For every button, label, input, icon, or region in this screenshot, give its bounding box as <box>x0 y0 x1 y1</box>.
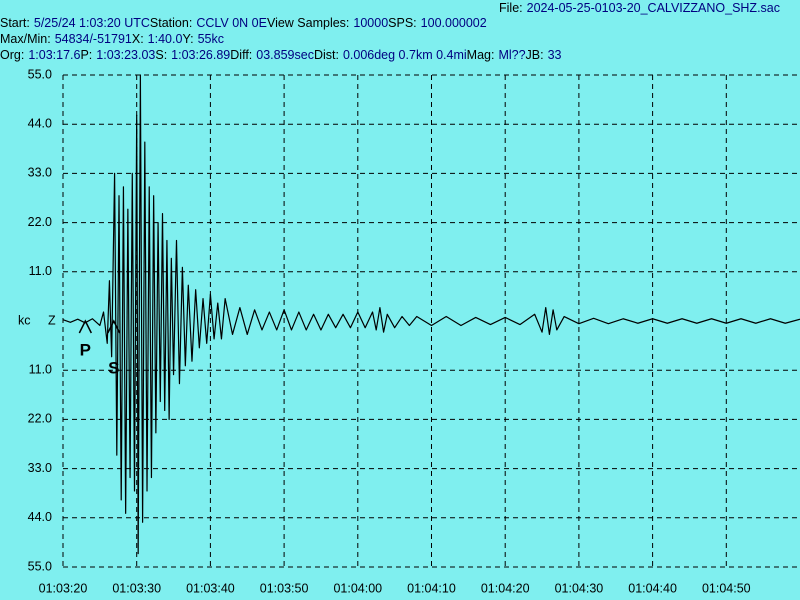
y-tick-label: 33.0 <box>28 461 52 475</box>
header-value: CCLV 0N 0E <box>196 16 267 30</box>
header-value: 5/25/24 1:03:20 UTC <box>34 16 150 30</box>
header-value: 1:03:23.03 <box>96 48 155 62</box>
header-label: Start: <box>0 16 30 30</box>
header-value: 10000 <box>353 16 388 30</box>
y-tick-label: 11.0 <box>29 362 52 376</box>
header-value: 0.006deg 0.7km 0.4mi <box>343 48 467 62</box>
y-tick-label: 22.0 <box>28 412 52 426</box>
x-tick-label: 01:04:50 <box>702 581 751 595</box>
header-value: 54834/-51791 <box>55 32 132 46</box>
header-value: 1:40.0 <box>148 32 183 46</box>
header-value: 55kc <box>198 32 224 46</box>
y-tick-label: 44.0 <box>28 116 52 130</box>
header-label: X: <box>132 32 144 46</box>
x-tick-label: 01:04:00 <box>333 581 382 595</box>
y-tick-label: 55.0 <box>28 559 52 573</box>
y-tick-label: 44.0 <box>28 510 52 524</box>
x-tick-label: 01:04:40 <box>628 581 677 595</box>
pick-label: P <box>80 340 91 359</box>
header-value: 1:03:17.6 <box>28 48 80 62</box>
y-tick-label: 55.0 <box>28 67 52 81</box>
x-tick-label: 01:03:50 <box>260 581 309 595</box>
header-line: Start: 5/25/24 1:03:20 UTCStation: CCLV 0N… <box>0 16 487 30</box>
header-label: Dist: <box>314 48 339 62</box>
header-label: JB: <box>526 48 544 62</box>
y-axis-label: kc <box>18 313 31 327</box>
header-label: Y: <box>182 32 193 46</box>
header-label: P: <box>80 48 92 62</box>
header-value: 2024-05-25-0103-20_CALVIZZANO_SHZ.sac <box>527 1 780 15</box>
header-label: Org: <box>0 48 24 62</box>
y-tick-label: 22.0 <box>28 215 52 229</box>
header-label: Max/Min: <box>0 32 51 46</box>
pick-label: S <box>108 358 119 377</box>
y-tick-label: 33.0 <box>28 166 52 180</box>
header-value: 03.859sec <box>256 48 314 62</box>
pick-marker <box>78 319 93 334</box>
header-label: Mag: <box>467 48 495 62</box>
file-line: File: 2024-05-25-0103-20_CALVIZZANO_SHZ.s… <box>499 1 780 15</box>
header-label: Diff: <box>230 48 252 62</box>
pick-marker <box>107 319 121 334</box>
header-value: 100.000002 <box>421 16 487 30</box>
header-label: Station: <box>150 16 192 30</box>
header-label: View Samples: <box>267 16 349 30</box>
header-value: 1:03:26.89 <box>171 48 230 62</box>
y-tick-label: 11.0 <box>29 264 52 278</box>
x-tick-label: 01:03:20 <box>39 581 88 595</box>
header-label: S: <box>155 48 167 62</box>
header-label: SPS: <box>388 16 417 30</box>
x-tick-label: 01:03:40 <box>186 581 235 595</box>
channel-label: Z <box>48 313 56 327</box>
x-tick-label: 01:03:30 <box>112 581 161 595</box>
header-value: 33 <box>548 48 562 62</box>
x-tick-label: 01:04:20 <box>481 581 530 595</box>
header-value: Ml?? <box>498 48 525 62</box>
header-line: Max/Min: 54834/-51791X: 1:40.0Y: 55kc <box>0 32 224 46</box>
header-label: File: <box>499 1 523 15</box>
header-line: Org: 1:03:17.6P: 1:03:23.03S: 1:03:26.89Dif… <box>0 48 562 62</box>
waveform <box>62 74 800 555</box>
x-tick-label: 01:04:30 <box>555 581 604 595</box>
x-tick-label: 01:04:10 <box>407 581 456 595</box>
